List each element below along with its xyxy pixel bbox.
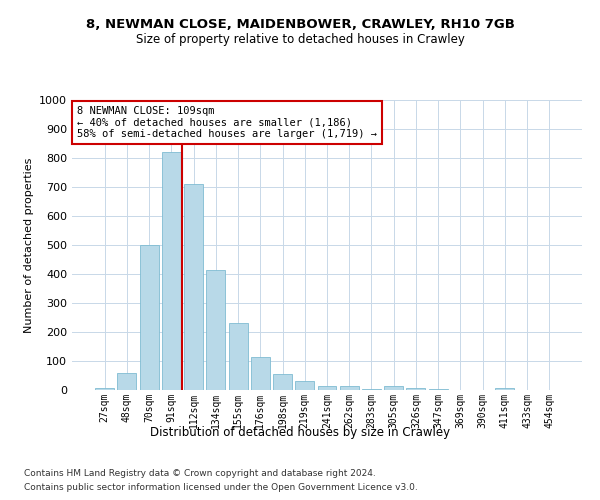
Bar bbox=[273, 374, 292, 390]
Bar bbox=[251, 356, 270, 390]
Bar bbox=[206, 270, 225, 390]
Bar bbox=[340, 386, 359, 390]
Text: 8, NEWMAN CLOSE, MAIDENBOWER, CRAWLEY, RH10 7GB: 8, NEWMAN CLOSE, MAIDENBOWER, CRAWLEY, R… bbox=[86, 18, 514, 30]
Text: 8 NEWMAN CLOSE: 109sqm
← 40% of detached houses are smaller (1,186)
58% of semi-: 8 NEWMAN CLOSE: 109sqm ← 40% of detached… bbox=[77, 106, 377, 139]
Bar bbox=[140, 245, 158, 390]
Bar bbox=[162, 152, 181, 390]
Bar bbox=[229, 324, 248, 390]
Text: Contains public sector information licensed under the Open Government Licence v3: Contains public sector information licen… bbox=[24, 484, 418, 492]
Bar bbox=[184, 184, 203, 390]
Text: Contains HM Land Registry data © Crown copyright and database right 2024.: Contains HM Land Registry data © Crown c… bbox=[24, 468, 376, 477]
Bar bbox=[95, 388, 114, 390]
Bar bbox=[429, 389, 448, 390]
Bar bbox=[295, 380, 314, 390]
Bar bbox=[496, 388, 514, 390]
Text: Size of property relative to detached houses in Crawley: Size of property relative to detached ho… bbox=[136, 32, 464, 46]
Bar bbox=[118, 374, 136, 390]
Bar bbox=[317, 386, 337, 390]
Bar bbox=[406, 388, 425, 390]
Bar bbox=[362, 388, 381, 390]
Y-axis label: Number of detached properties: Number of detached properties bbox=[23, 158, 34, 332]
Bar bbox=[384, 386, 403, 390]
Text: Distribution of detached houses by size in Crawley: Distribution of detached houses by size … bbox=[150, 426, 450, 439]
